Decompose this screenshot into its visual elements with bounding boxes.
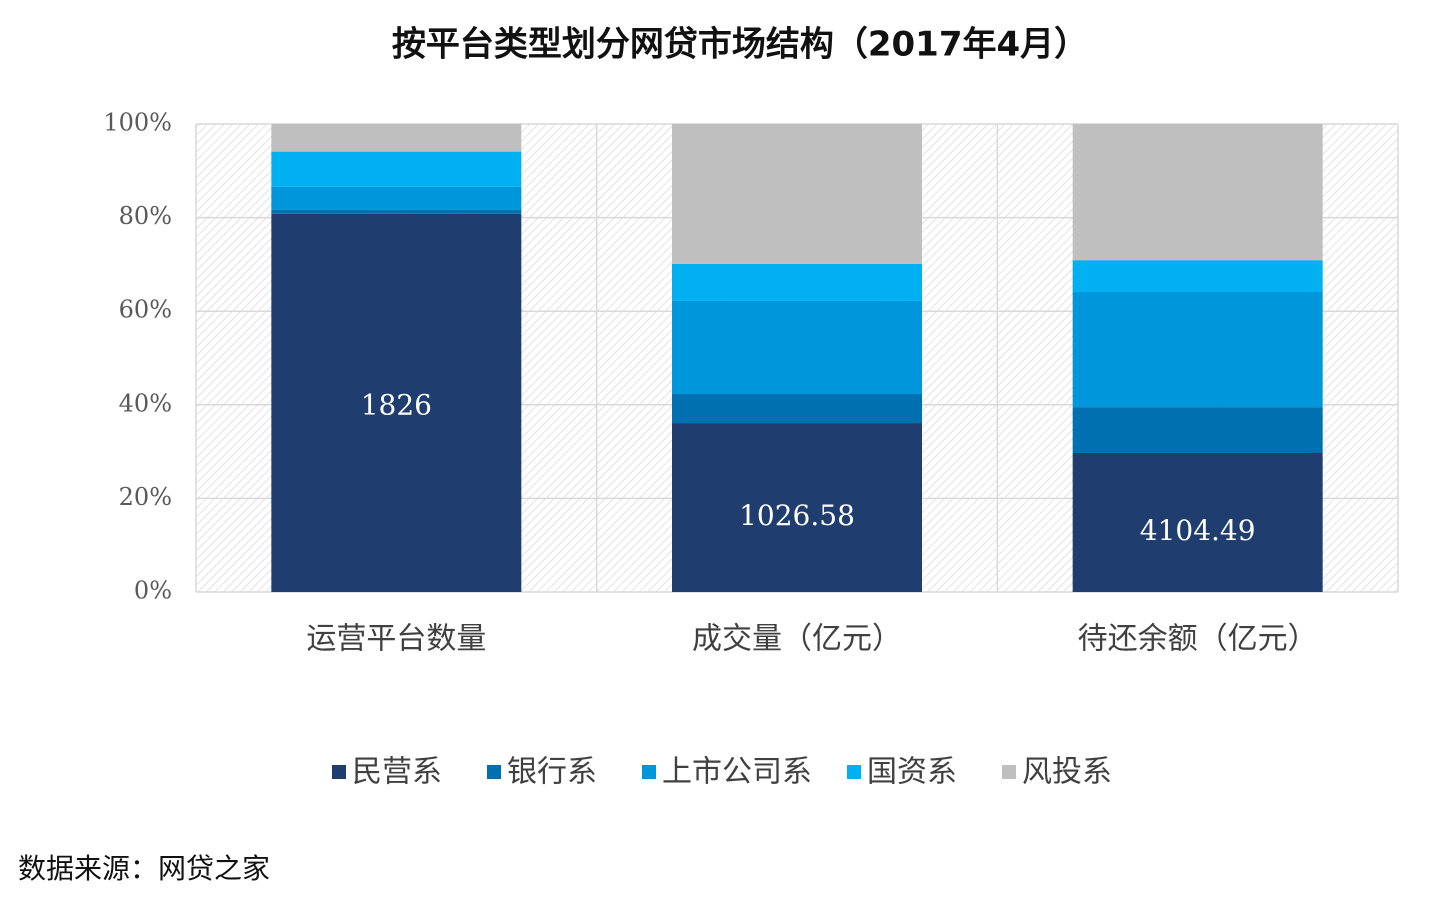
legend-swatch <box>487 765 501 779</box>
legend-label: 国资系 <box>867 755 957 790</box>
x-tick-label: 运营平台数量 <box>306 622 486 657</box>
y-tick-label: 20% <box>119 483 172 511</box>
x-tick-label: 待还余额（亿元） <box>1078 622 1318 657</box>
bar-segment <box>271 213 522 592</box>
bar-segment <box>672 423 922 592</box>
bar-segment <box>672 124 922 264</box>
bar-segment <box>672 263 922 301</box>
bar-segment <box>271 186 522 210</box>
data-label: 1826 <box>361 389 432 422</box>
source-note: 数据来源：网贷之家 <box>18 852 270 885</box>
bar-segment <box>271 209 522 214</box>
bar-segment <box>271 124 522 152</box>
legend-swatch <box>642 765 656 779</box>
bar-segment <box>1072 260 1323 293</box>
bar-segment <box>1072 124 1323 261</box>
bar-segment <box>672 300 922 395</box>
legend-swatch <box>332 765 346 779</box>
y-tick-label: 60% <box>119 296 172 324</box>
bar-segment <box>1072 453 1323 592</box>
data-label: 1026.58 <box>739 499 855 532</box>
bar-segment <box>672 394 922 424</box>
legend-label: 上市公司系 <box>662 755 812 790</box>
y-tick-label: 0% <box>134 577 172 605</box>
legend-label: 民营系 <box>352 755 442 790</box>
bar-segment <box>1072 292 1323 408</box>
chart-title: 按平台类型划分网贷市场结构（2017年4月） <box>392 25 1088 65</box>
legend-swatch <box>1002 765 1016 779</box>
y-tick-label: 40% <box>119 389 172 417</box>
legend-label: 银行系 <box>507 755 597 790</box>
y-tick-label: 80% <box>119 202 172 230</box>
x-tick-label: 成交量（亿元） <box>692 622 902 657</box>
bar-segment <box>271 151 522 187</box>
legend-swatch <box>847 765 861 779</box>
y-tick-label: 100% <box>103 109 172 137</box>
bar-segment <box>1072 407 1323 454</box>
legend-label: 风投系 <box>1022 755 1112 790</box>
data-label: 4104.49 <box>1140 514 1256 547</box>
